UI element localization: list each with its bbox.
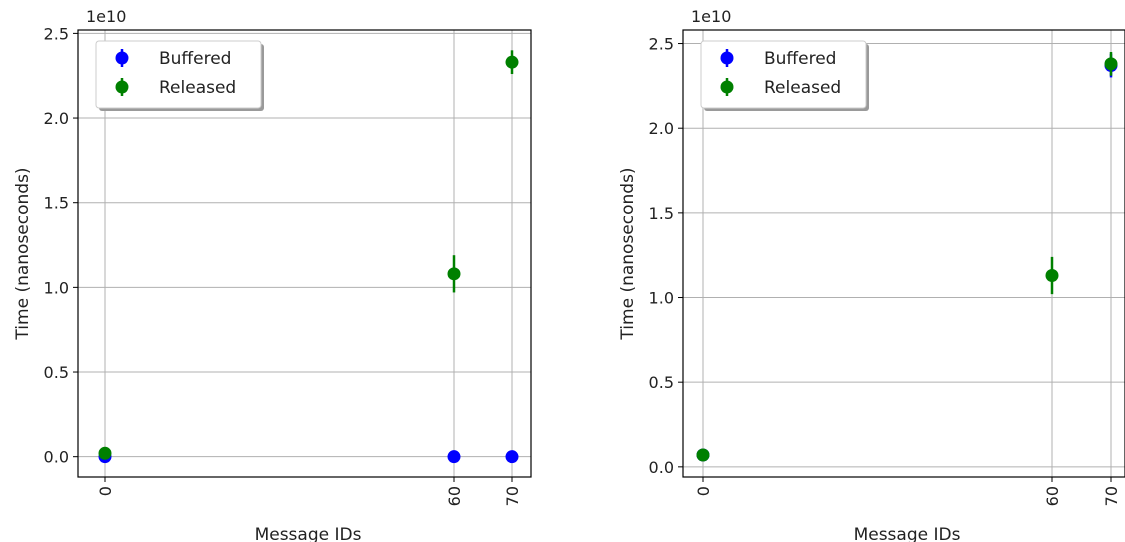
data-point-buffered <box>447 450 461 464</box>
plot-frame <box>682 29 1125 478</box>
y-tick-label: 0.0 <box>649 458 674 477</box>
y-tick-label: 2.0 <box>44 109 69 128</box>
chart-panel-1: 0.0 0.5 1.0 1.5 2.0 2.5 0 60 70 1e10 Time (nanosec… <box>13 7 532 542</box>
y-tick-label: 2.0 <box>649 119 674 138</box>
y-tick-label: 1.0 <box>44 278 69 297</box>
x-tick-label: 70 <box>1102 486 1121 506</box>
y-tick-label: 2.5 <box>44 24 69 43</box>
data-point-released <box>1045 269 1059 283</box>
y-tick-label: 0.0 <box>44 448 69 467</box>
data-point-released <box>98 446 112 460</box>
legend-label-buffered: Buffered <box>159 49 231 69</box>
legend-box <box>95 40 262 109</box>
y-axis-label: Time (nanoseconds) <box>618 167 638 340</box>
x-tick-label: 0 <box>96 486 115 496</box>
legend-marker-released <box>115 80 129 94</box>
x-tick-label: 60 <box>1043 486 1062 506</box>
data-layer <box>696 52 1118 462</box>
legend-marker-buffered <box>115 51 129 65</box>
legend-label-buffered: Buffered <box>764 49 836 69</box>
axis-offset-text: 1e10 <box>86 7 126 26</box>
x-tick-label: 70 <box>503 486 522 506</box>
plot-frame <box>77 29 532 478</box>
y-tick-label: 1.5 <box>649 204 674 223</box>
x-tick-label: 0 <box>694 486 713 496</box>
x-axis-label: Message IDs <box>854 525 961 542</box>
x-tick-label: 60 <box>445 486 464 506</box>
legend-marker-buffered <box>720 51 734 65</box>
legend-marker-released <box>720 80 734 94</box>
data-point-buffered <box>505 450 519 464</box>
y-axis-label: Time (nanoseconds) <box>13 167 33 340</box>
y-tick-label: 0.5 <box>649 373 674 392</box>
y-tick-label: 2.5 <box>649 35 674 54</box>
data-point-released <box>505 55 519 69</box>
data-point-released <box>447 267 461 281</box>
data-point-released <box>1104 57 1118 71</box>
y-tick-label: 1.5 <box>44 194 69 213</box>
axis-offset-text: 1e10 <box>691 7 731 26</box>
legend-label-released: Released <box>159 78 236 98</box>
legend-label-released: Released <box>764 78 841 98</box>
x-axis-label: Message IDs <box>255 525 362 542</box>
y-tick-label: 1.0 <box>649 289 674 308</box>
chart-panel-2: 0.0 0.5 1.0 1.5 2.0 2.5 0 60 70 1e10 Time (nanosec… <box>618 7 1125 542</box>
legend-box <box>700 40 867 109</box>
y-tick-label: 0.5 <box>44 363 69 382</box>
data-layer <box>98 50 519 464</box>
data-point-released <box>696 448 710 462</box>
